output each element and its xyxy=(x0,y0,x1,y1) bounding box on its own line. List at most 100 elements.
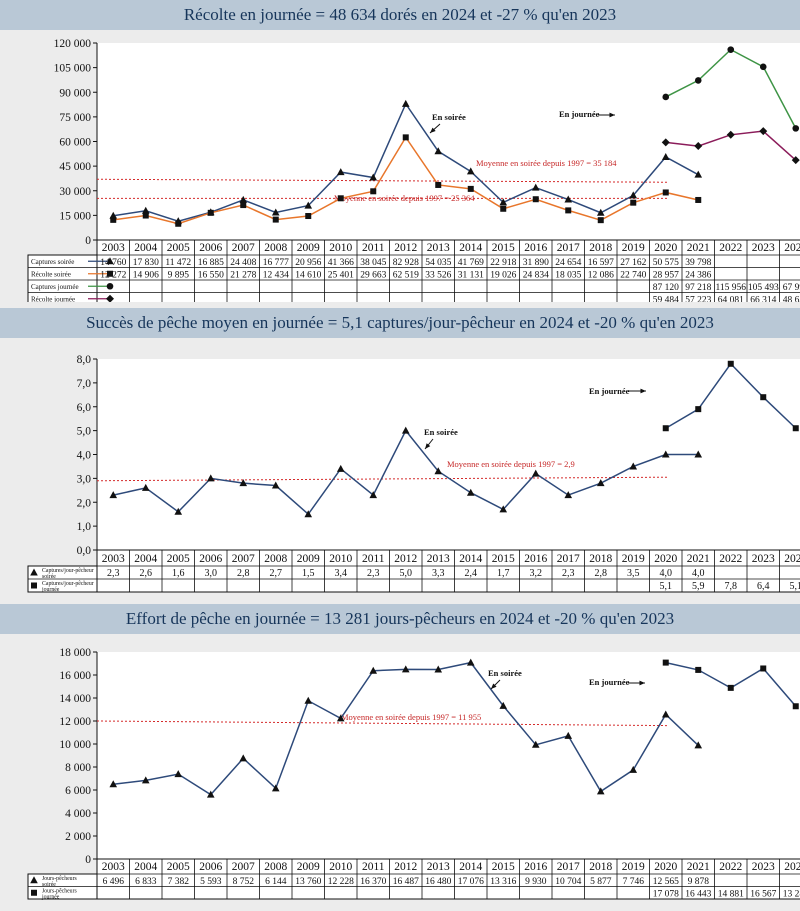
x-tick-label: 2019 xyxy=(622,242,645,254)
table-cell: 3,3 xyxy=(432,568,445,579)
table-cell: 22 918 xyxy=(490,258,516,268)
data-point xyxy=(629,191,638,199)
data-point xyxy=(141,776,150,784)
table-cell: 62 519 xyxy=(393,270,419,280)
table-cell: 16 443 xyxy=(685,889,711,899)
table-cell: 25 401 xyxy=(328,270,354,280)
data-point xyxy=(110,216,117,223)
y-tick-label: 30 000 xyxy=(59,186,91,198)
data-point xyxy=(109,780,118,788)
y-tick-label: 15 000 xyxy=(59,210,91,222)
data-point xyxy=(694,450,703,458)
x-tick-label: 2007 xyxy=(232,861,255,873)
data-point xyxy=(466,167,475,175)
legend-label: Récolte journée xyxy=(31,295,75,302)
data-point xyxy=(760,665,767,672)
data-point xyxy=(694,741,703,749)
data-point xyxy=(174,770,183,778)
reference-line-label: Moyenne en soirée depuis 1997 = 11 955 xyxy=(341,712,481,722)
data-point xyxy=(792,425,799,432)
x-tick-label: 2003 xyxy=(102,553,125,565)
table-cell: 16 480 xyxy=(425,877,451,887)
data-point xyxy=(401,99,410,107)
data-point xyxy=(695,196,702,203)
data-point xyxy=(337,195,344,202)
table-cell: 16 597 xyxy=(588,258,614,268)
x-tick-label: 2019 xyxy=(622,861,645,873)
table-cell: 4,0 xyxy=(692,568,705,579)
x-tick-label: 2012 xyxy=(394,553,417,565)
y-tick-label: 45 000 xyxy=(59,161,91,173)
table-cell: 2,3 xyxy=(562,568,575,579)
x-tick-label: 2011 xyxy=(362,861,385,873)
y-tick-label: 0,0 xyxy=(77,545,92,557)
y-tick-label: 8,0 xyxy=(77,354,92,366)
effort-chart: 0 2 000 4 000 6 000 8 000 10 000 12 000 14 000 1… xyxy=(27,647,800,900)
table-cell: 54 035 xyxy=(425,258,451,268)
annotation-day: En journée xyxy=(559,109,600,119)
table-cell: 19 026 xyxy=(490,270,516,280)
table-cell: 59 484 xyxy=(653,295,679,302)
data-point xyxy=(239,195,248,203)
table-cell: 5 877 xyxy=(590,877,612,887)
data-point xyxy=(369,491,378,499)
x-tick-label: 2016 xyxy=(524,553,547,565)
table-cell: 17 076 xyxy=(458,877,484,887)
x-tick-label: 2006 xyxy=(199,861,222,873)
table-cell: 16 370 xyxy=(360,877,386,887)
data-point xyxy=(630,199,637,206)
table-cell: 41 366 xyxy=(328,258,354,268)
data-point xyxy=(564,731,573,739)
data-point xyxy=(662,425,669,432)
data-point xyxy=(531,183,540,191)
annotation-evening-arrow-head xyxy=(430,127,436,133)
table-cell: 5,0 xyxy=(400,568,413,579)
data-point xyxy=(662,659,669,666)
x-tick-label: 2003 xyxy=(102,242,125,254)
table-cell: 11 472 xyxy=(165,258,191,268)
table-cell: 82 928 xyxy=(393,258,419,268)
x-tick-label: 2018 xyxy=(589,861,612,873)
table-cell: 2,8 xyxy=(237,568,250,579)
table-cell: 21 278 xyxy=(230,270,256,280)
annotation-day-arrow-head xyxy=(639,680,645,686)
table-cell: 24 834 xyxy=(523,270,549,280)
data-point xyxy=(336,168,345,176)
legend-label-line2: journée xyxy=(41,587,60,593)
legend-marker xyxy=(31,582,37,589)
data-point xyxy=(142,212,149,219)
table-cell: 17 078 xyxy=(653,889,679,899)
x-tick-label: 2013 xyxy=(427,861,450,873)
table-cell: 2,3 xyxy=(367,568,380,579)
table-cell: 5,1 xyxy=(660,581,673,592)
chart-3-title: Effort de pêche en journée = 13 281 jour… xyxy=(0,604,800,634)
legend-marker xyxy=(106,257,114,265)
x-tick-label: 2022 xyxy=(719,861,742,873)
table-cell: 12 228 xyxy=(328,877,354,887)
legend-marker xyxy=(106,294,114,302)
data-point xyxy=(435,181,442,188)
x-tick-label: 2010 xyxy=(329,553,352,565)
x-tick-label: 2005 xyxy=(167,861,190,873)
table-cell: 13 281 xyxy=(783,889,800,899)
x-tick-label: 2009 xyxy=(297,861,320,873)
annotation-day-arrow-head xyxy=(640,388,646,394)
data-point xyxy=(402,134,409,141)
data-point xyxy=(565,207,572,214)
x-tick-label: 2023 xyxy=(752,861,775,873)
table-cell: 57 223 xyxy=(685,295,711,302)
x-tick-label: 2017 xyxy=(557,553,580,565)
annotation-evening: En soirée xyxy=(488,668,522,678)
x-tick-label: 2004 xyxy=(134,242,157,254)
data-point xyxy=(304,201,313,209)
legend-frame xyxy=(27,254,98,302)
x-tick-label: 2021 xyxy=(687,553,710,565)
y-tick-label: 10 000 xyxy=(59,739,91,751)
table-cell: 28 957 xyxy=(653,270,679,280)
data-point xyxy=(695,406,702,413)
data-point xyxy=(727,46,735,53)
legend-label: Jours-pêcheurs xyxy=(42,876,78,882)
table-cell: 14 760 xyxy=(100,258,126,268)
table-cell: 2,6 xyxy=(140,568,153,579)
table-cell: 16 567 xyxy=(750,889,776,899)
